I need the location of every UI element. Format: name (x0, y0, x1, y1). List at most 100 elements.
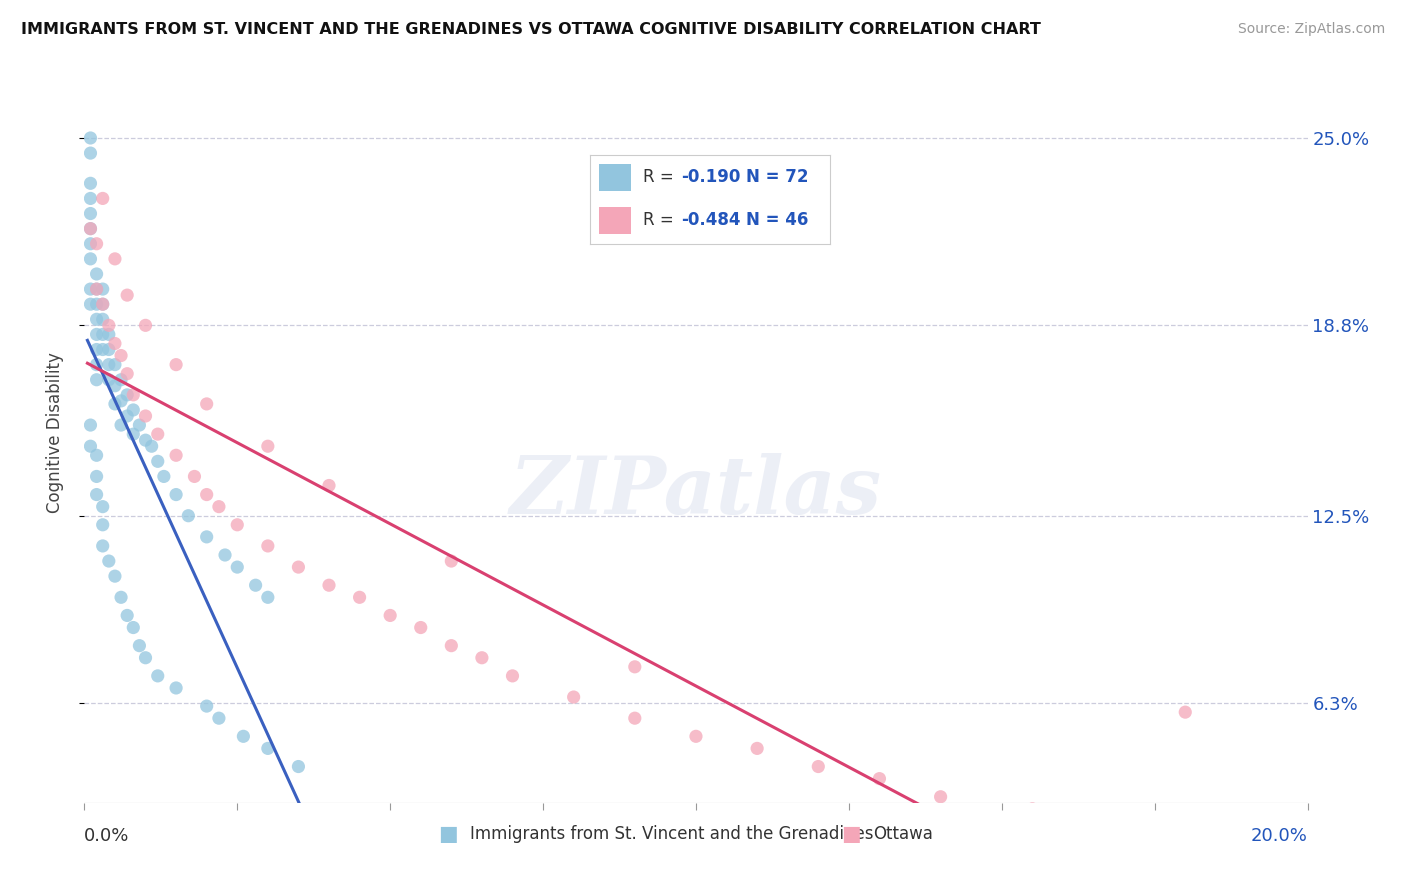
Point (86, 297, 108, 311)
Point (104, 569, 127, 583)
Point (165, 358, 187, 372)
Point (86, 487, 108, 501)
Point (318, 478, 340, 492)
Point (257, 439, 280, 453)
Point (115, 367, 138, 381)
Y-axis label: Cognitive Disability: Cognitive Disability (45, 352, 63, 513)
Point (409, 621, 432, 635)
Point (318, 578, 340, 592)
Point (97, 343, 120, 357)
Point (122, 403, 145, 417)
Point (86, 267, 108, 281)
Text: N = 46: N = 46 (745, 211, 808, 229)
Text: ZIPatlas: ZIPatlas (510, 453, 882, 531)
Point (245, 578, 267, 592)
Point (86, 282, 108, 296)
Point (79, 206, 101, 220)
Point (115, 388, 138, 402)
Point (91, 312, 114, 326)
Point (79, 131, 101, 145)
Text: 0.0%: 0.0% (84, 827, 129, 845)
Point (226, 517, 249, 532)
Point (97, 373, 120, 387)
Point (110, 418, 132, 433)
Point (214, 548, 236, 562)
Point (195, 699, 218, 714)
Point (97, 358, 120, 372)
Point (104, 336, 127, 351)
Point (624, 660, 647, 674)
Point (1174, 705, 1197, 719)
Point (86, 327, 108, 342)
Point (146, 427, 169, 442)
Point (104, 397, 127, 411)
Point (86, 343, 108, 357)
Point (747, 741, 769, 756)
Text: R =: R = (643, 211, 679, 229)
Point (115, 288, 138, 302)
Point (128, 418, 150, 433)
Point (91, 343, 114, 357)
Point (146, 454, 169, 468)
Point (349, 591, 371, 605)
Point (502, 669, 524, 683)
Point (91, 191, 114, 205)
Point (122, 621, 145, 635)
Point (122, 427, 145, 442)
Point (165, 487, 187, 501)
Point (195, 397, 218, 411)
Point (440, 639, 463, 653)
Point (257, 741, 280, 756)
Point (135, 650, 157, 665)
Point (79, 282, 101, 296)
Point (141, 439, 163, 453)
Point (104, 378, 127, 392)
Point (232, 729, 254, 743)
Point (287, 759, 309, 773)
Point (97, 318, 120, 333)
Point (79, 221, 101, 235)
Point (86, 312, 108, 326)
Text: -0.484: -0.484 (681, 211, 741, 229)
Bar (599, 207, 630, 234)
Point (146, 669, 169, 683)
Point (91, 517, 114, 532)
Point (110, 591, 132, 605)
Point (1021, 802, 1043, 816)
Point (79, 418, 101, 433)
Point (79, 252, 101, 266)
Point (91, 282, 114, 296)
Text: Ottawa: Ottawa (873, 825, 934, 843)
Point (91, 500, 114, 514)
Point (257, 591, 280, 605)
Point (91, 327, 114, 342)
Point (869, 772, 891, 786)
Point (165, 681, 187, 695)
Point (165, 448, 187, 462)
Point (97, 554, 120, 568)
Point (226, 560, 249, 574)
Text: Source: ZipAtlas.com: Source: ZipAtlas.com (1237, 22, 1385, 37)
Point (86, 373, 108, 387)
Point (440, 554, 463, 568)
Point (380, 608, 402, 623)
Point (79, 177, 101, 191)
Point (91, 297, 114, 311)
Point (208, 711, 231, 725)
Point (79, 297, 101, 311)
Point (104, 252, 127, 266)
Point (562, 690, 585, 704)
Point (471, 650, 494, 665)
Point (257, 539, 280, 553)
Point (79, 236, 101, 251)
Point (104, 358, 127, 372)
Text: ■: ■ (841, 824, 862, 844)
Point (624, 711, 647, 725)
Point (86, 236, 108, 251)
Point (1083, 820, 1105, 834)
Point (195, 487, 218, 501)
Point (177, 508, 200, 523)
Text: ■: ■ (439, 824, 458, 844)
Point (128, 639, 150, 653)
Point (86, 282, 108, 296)
